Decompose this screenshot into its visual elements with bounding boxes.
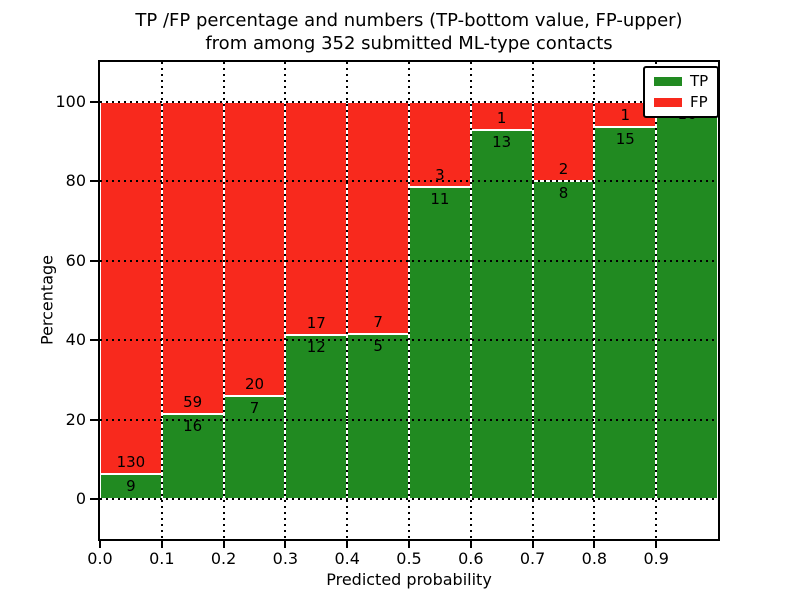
x-tick-label: 0.8 xyxy=(581,549,608,568)
vertical-gridline xyxy=(284,62,287,539)
vertical-gridline xyxy=(160,62,163,539)
tp-count-label: 11 xyxy=(430,189,450,208)
fp-count-label: 7 xyxy=(373,312,383,331)
x-tick-label: 0.2 xyxy=(210,549,237,568)
fp-count-label: 2 xyxy=(558,160,569,179)
fp-bar-segment xyxy=(223,101,286,397)
vertical-gridline xyxy=(222,62,225,539)
y-tick-label: 100 xyxy=(55,91,86,111)
fp-legend-swatch xyxy=(654,98,682,107)
y-tick-mark xyxy=(90,259,98,262)
y-tick-mark xyxy=(90,100,98,103)
vertical-gridline xyxy=(655,62,658,539)
x-tick-label: 0.4 xyxy=(334,549,360,568)
vertical-gridline xyxy=(593,62,596,539)
x-tick-mark xyxy=(655,541,658,548)
legend: TP FP xyxy=(643,66,720,118)
tp-count-label: 15 xyxy=(615,129,635,148)
fp-bar-segment xyxy=(161,101,224,415)
y-tick-label: 0 xyxy=(75,489,86,509)
y-tick-mark xyxy=(90,180,98,183)
tp-bar-segment xyxy=(347,333,409,500)
vertical-gridline xyxy=(346,62,349,539)
legend-entry-label: FP xyxy=(690,93,708,111)
fp-count-label: 130 xyxy=(116,452,146,471)
x-tick-mark xyxy=(222,541,225,548)
chart-title-line2: from among 352 submitted ML-type contact… xyxy=(205,33,613,54)
x-tick-mark xyxy=(469,541,472,548)
tp-count-label: 8 xyxy=(558,184,569,203)
y-tick-mark xyxy=(90,339,98,342)
legend-entry: FP xyxy=(654,95,708,110)
fp-count-label: 17 xyxy=(306,313,326,332)
horizontal-gridline xyxy=(100,339,718,342)
vertical-gridline xyxy=(408,62,410,539)
x-axis-label: Predicted probability xyxy=(326,570,492,589)
x-tick-mark xyxy=(99,541,101,548)
horizontal-gridline xyxy=(100,498,718,501)
tp-count-label: 16 xyxy=(183,417,203,436)
tp-bar-segment xyxy=(594,126,657,500)
legend-entry-label: TP xyxy=(690,72,709,90)
chart-title: TP /FP percentage and numbers (TP-bottom… xyxy=(135,9,682,55)
tp-count-label: 5 xyxy=(373,336,383,355)
horizontal-gridline xyxy=(100,418,718,421)
y-tick-mark xyxy=(90,498,98,501)
horizontal-gridline xyxy=(100,259,718,262)
x-tick-label: 0.0 xyxy=(87,549,113,568)
vertical-gridline xyxy=(469,62,472,539)
y-tick-label: 60 xyxy=(65,250,86,270)
x-tick-mark xyxy=(284,541,287,548)
tp-count-label: 13 xyxy=(492,133,512,152)
x-tick-label: 0.9 xyxy=(643,549,669,568)
horizontal-gridline xyxy=(100,180,718,183)
fp-count-label: 59 xyxy=(183,393,203,412)
y-tick-label: 80 xyxy=(65,171,86,191)
x-tick-mark xyxy=(531,541,534,548)
fp-count-label: 20 xyxy=(244,375,265,394)
tp-count-label: 12 xyxy=(306,337,326,356)
fp-bar-segment xyxy=(100,101,162,474)
vertical-gridline xyxy=(531,62,534,539)
tp-bar-segment xyxy=(409,186,471,500)
fp-bar-segment xyxy=(347,101,409,334)
x-tick-label: 0.6 xyxy=(458,549,484,568)
chart-title-line1: TP /FP percentage and numbers (TP-bottom… xyxy=(135,10,683,31)
x-tick-mark xyxy=(346,541,349,548)
y-tick-label: 40 xyxy=(65,330,86,350)
tp-count-label: 7 xyxy=(249,399,260,418)
y-tick-label: 20 xyxy=(65,409,86,429)
x-tick-label: 0.1 xyxy=(149,549,175,568)
legend-entry: TP xyxy=(654,74,708,89)
tp-bar-segment xyxy=(161,414,224,500)
x-tick-label: 0.3 xyxy=(272,549,299,568)
tp-count-label: 9 xyxy=(126,476,136,495)
x-tick-mark xyxy=(408,541,410,548)
fp-bar-segment xyxy=(285,101,348,335)
x-tick-label: 0.7 xyxy=(519,549,546,568)
x-tick-mark xyxy=(593,541,596,548)
tp-bar-segment xyxy=(656,101,718,500)
y-tick-mark xyxy=(90,418,98,421)
fp-count-label: 1 xyxy=(620,105,631,124)
fp-count-label: 3 xyxy=(435,165,445,184)
horizontal-gridline xyxy=(100,100,718,103)
fp-count-label: 1 xyxy=(496,109,507,128)
tp-legend-swatch xyxy=(654,77,682,86)
x-tick-label: 0.5 xyxy=(396,549,422,568)
tp-bar-segment xyxy=(285,334,348,500)
x-tick-mark xyxy=(160,541,163,548)
tp-bar-segment xyxy=(470,130,533,500)
